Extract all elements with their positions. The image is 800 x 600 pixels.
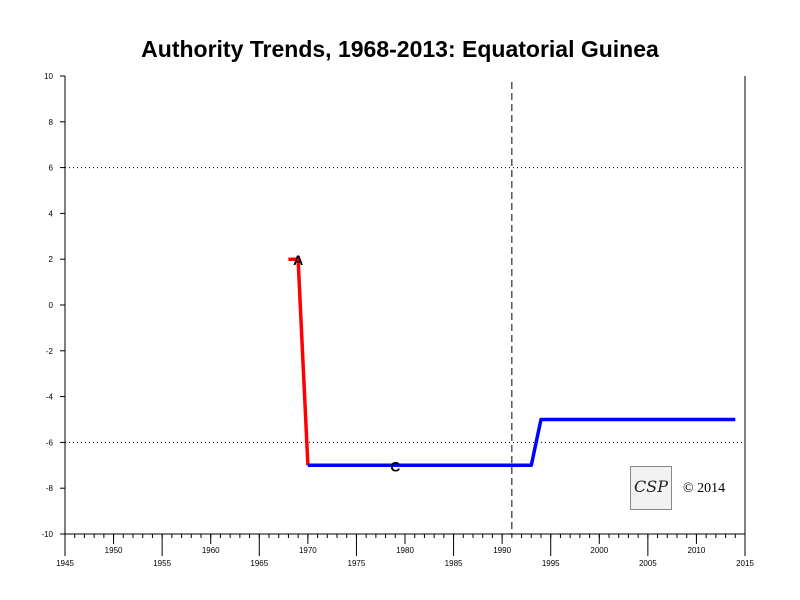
x-axis: 1945 1955 1965 1975 1985 1995 2005 2015 1950 1960… (56, 534, 754, 568)
chart-title: Authority Trends, 1968-2013: Equatorial … (141, 36, 659, 62)
x-tick-label: 1990 (493, 546, 511, 555)
x-tick-label: 1965 (250, 559, 268, 568)
y-tick-label: -2 (46, 347, 54, 356)
series-line-2 (307, 417, 736, 468)
y-tick-label: 10 (44, 72, 53, 81)
x-tick-label: 1970 (299, 546, 317, 555)
x-tick-label: 1945 (56, 559, 74, 568)
x-tick-label: 2000 (590, 546, 608, 555)
x-tick-label: 1950 (105, 546, 123, 555)
x-tick-label: 1980 (396, 546, 414, 555)
y-axis: 10 8 6 4 2 0 -2 -4 -6 -8 -10 (41, 72, 65, 539)
y-tick-label: 8 (49, 118, 54, 127)
y-tick-label: -10 (41, 530, 53, 539)
x-tick-label: 2015 (736, 559, 754, 568)
annotation-c: C (390, 458, 400, 474)
x-tick-label: 2005 (639, 559, 657, 568)
series-line-1 (288, 257, 310, 466)
copyright-text: © 2014 (683, 481, 726, 496)
x-tick-label: 2010 (688, 546, 706, 555)
x-tick-label: 1975 (348, 559, 366, 568)
csp-logo: CSP (630, 466, 672, 510)
y-tick-label: 0 (49, 301, 54, 310)
y-tick-label: 6 (49, 164, 54, 173)
x-tick-label: 1955 (153, 559, 171, 568)
y-tick-label: -6 (46, 438, 54, 447)
annotation-a: A (293, 252, 303, 268)
series-group (288, 257, 736, 468)
x-tick-label: 1985 (445, 559, 463, 568)
annotations: AC (293, 252, 400, 474)
y-tick-label: 2 (49, 255, 54, 264)
y-tick-label: -4 (46, 393, 54, 402)
y-tick-label: -8 (46, 484, 54, 493)
x-tick-label: 1995 (542, 559, 560, 568)
reference-lines (65, 82, 745, 534)
y-tick-label: 4 (49, 209, 54, 218)
x-tick-label: 1960 (202, 546, 220, 555)
